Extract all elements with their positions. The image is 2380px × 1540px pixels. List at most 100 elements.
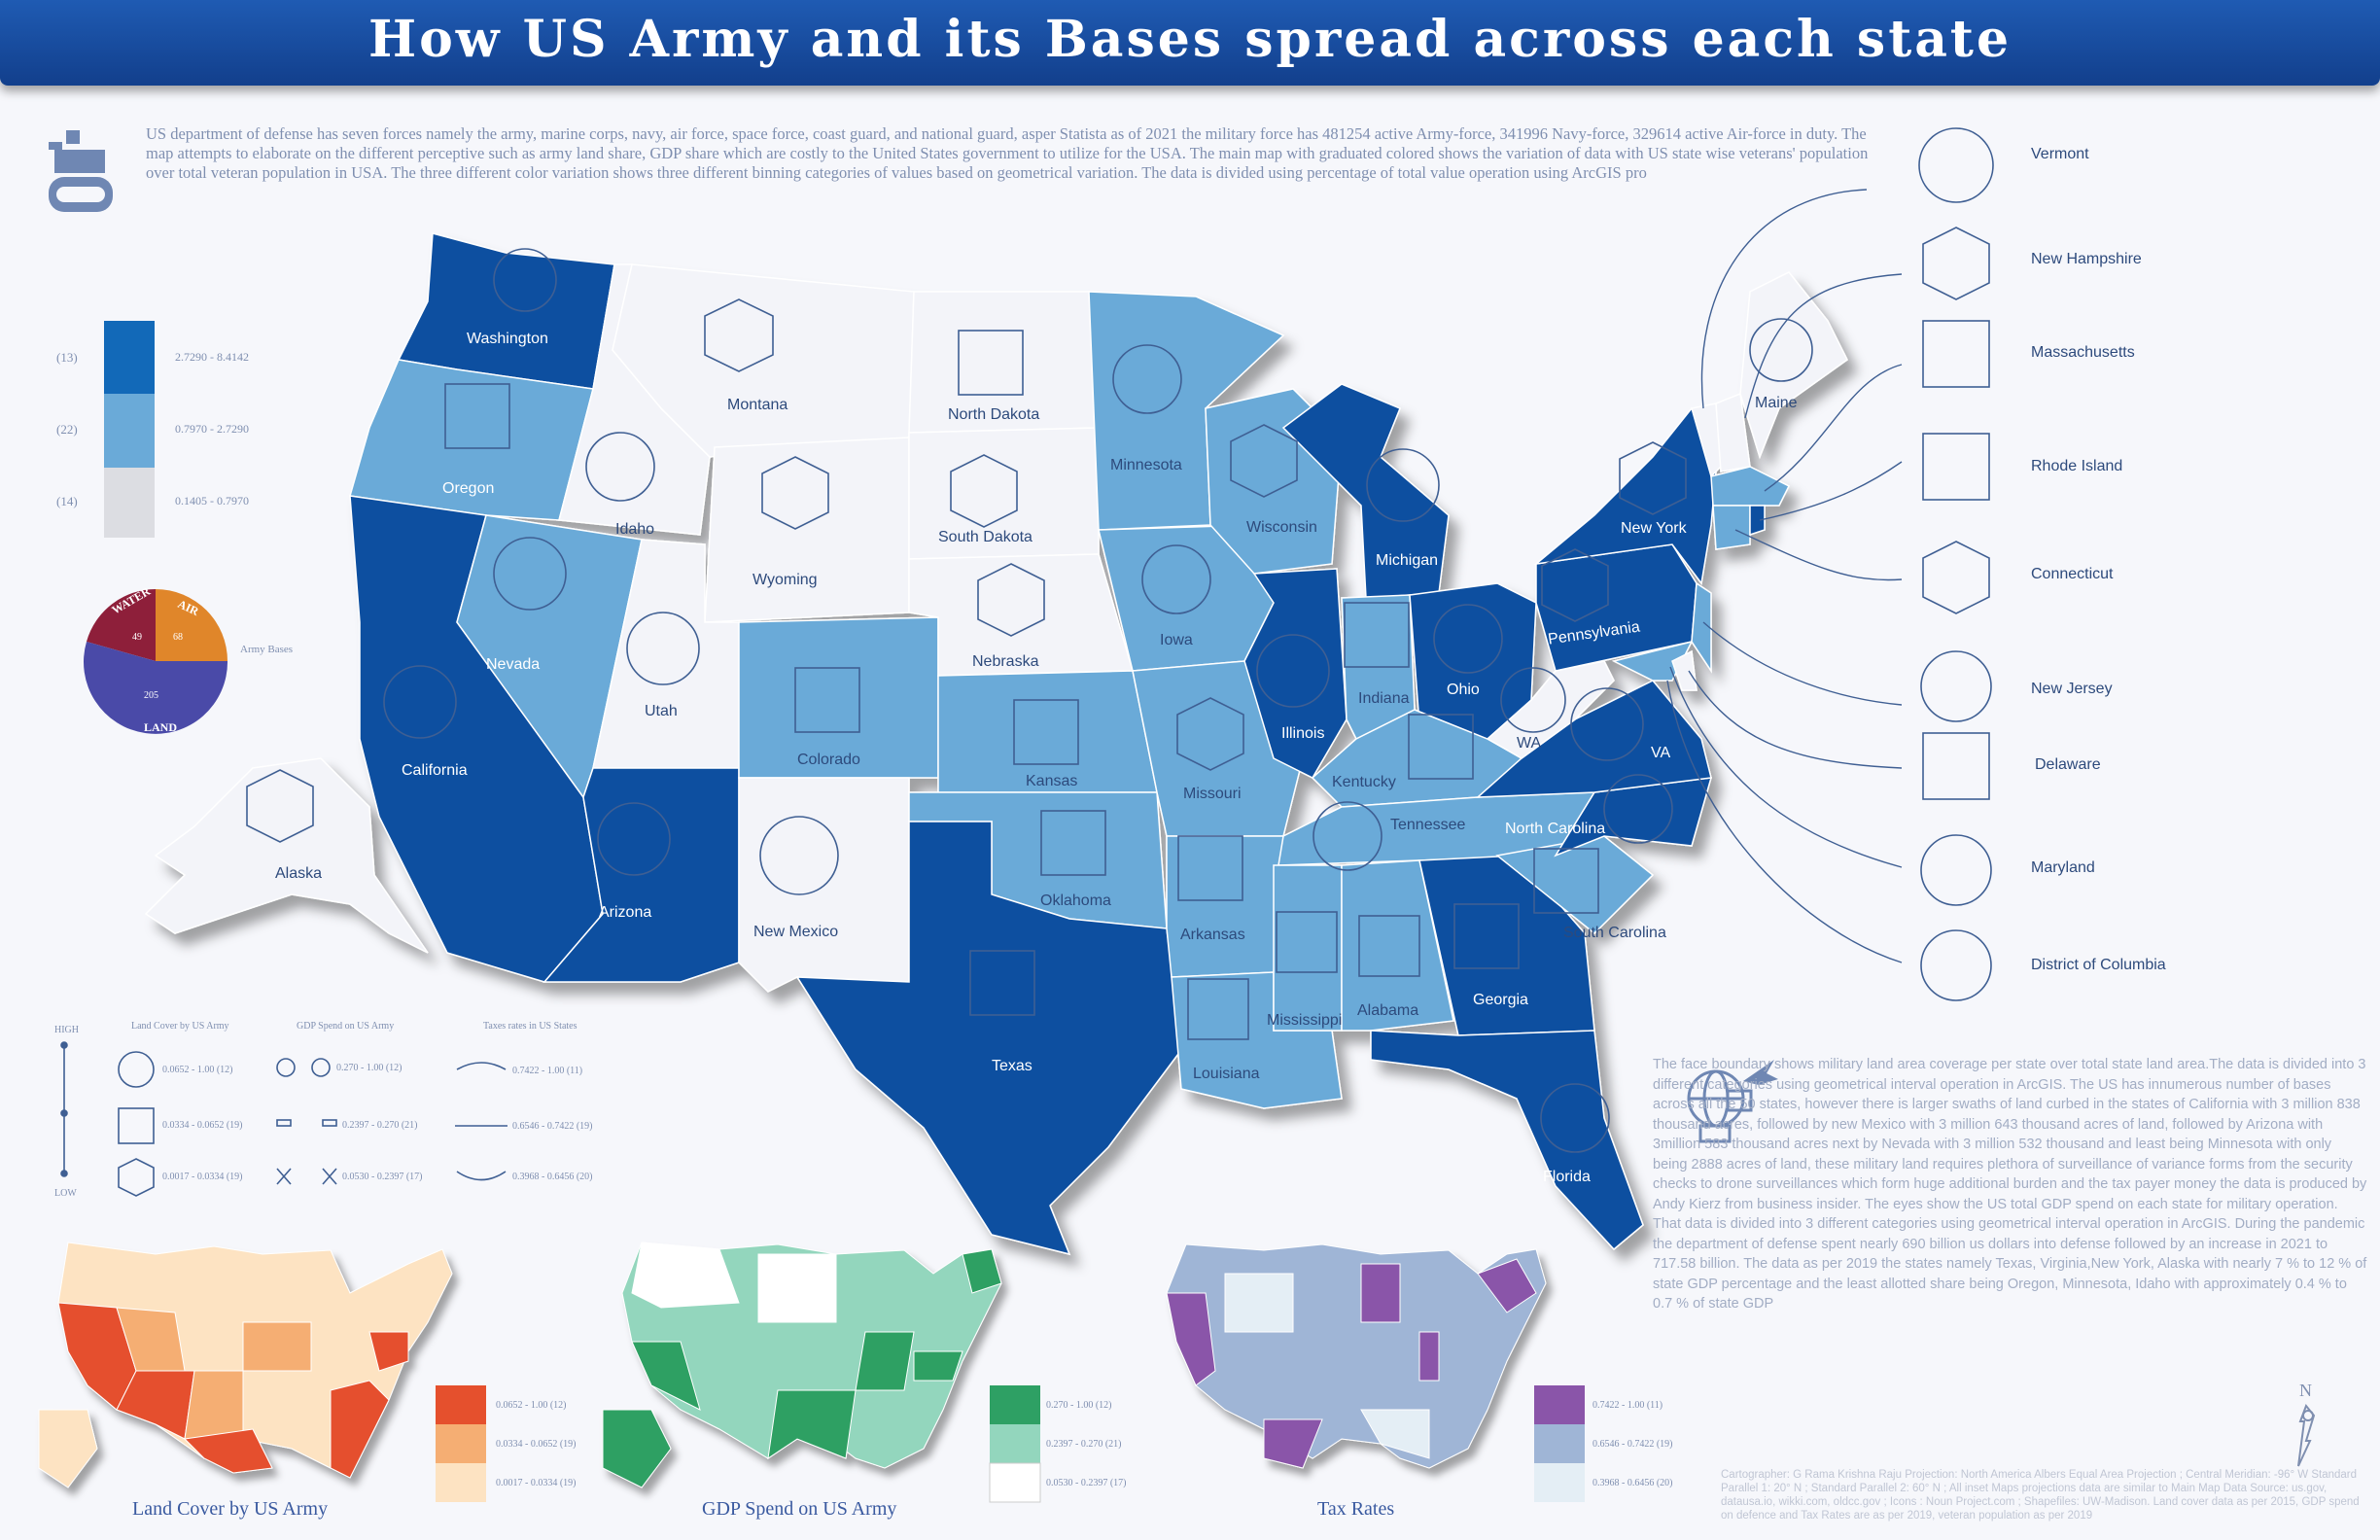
scale-dot <box>60 1170 68 1177</box>
state-label: Missouri <box>1183 786 1242 802</box>
face-tennessee <box>1312 801 1382 871</box>
state-minnesota <box>1088 291 1285 531</box>
state-label: Arizona <box>599 904 652 921</box>
state-west-virginia <box>1486 660 1615 759</box>
legend-col2-item: 0.0530 - 0.2397 (17) <box>342 1172 423 1182</box>
legend-eye-circle <box>311 1058 331 1077</box>
globe-airplane-icon <box>1687 1060 1778 1143</box>
side-face-label: Connecticut <box>2031 566 2114 582</box>
side-face-new-jersey <box>1920 650 1992 722</box>
state-label: Iowa <box>1160 632 1193 648</box>
side-face-label: New Jersey <box>2031 681 2113 697</box>
legend-col3-title: Taxes rates in US States <box>483 1021 578 1032</box>
legend-swatch-high <box>104 321 155 401</box>
minimap3-swatch <box>1534 1424 1585 1463</box>
face-montana <box>704 298 774 372</box>
state-label: Illinois <box>1281 725 1325 742</box>
pie-value-air: 68 <box>173 632 183 643</box>
face-missouri <box>1176 697 1244 771</box>
leader-line-dc <box>1666 680 1903 963</box>
state-label: Tennessee <box>1390 817 1466 833</box>
state-label: Utah <box>645 703 678 719</box>
legend-mouth-smile <box>456 1171 507 1181</box>
leader-line-vermont <box>1700 189 1868 409</box>
leader-line-new-jersey <box>1702 621 1903 706</box>
legend-col3-item: 0.7422 - 1.00 (11) <box>512 1066 583 1076</box>
state-wisconsin <box>1205 388 1343 575</box>
intro-text: US department of defense has seven force… <box>146 124 1869 182</box>
minimap1-swatch <box>436 1424 486 1463</box>
state-california <box>349 495 604 983</box>
state-label: Maine <box>1755 395 1798 411</box>
state-new-york <box>1533 407 1722 585</box>
leader-line-connecticut <box>1734 529 1903 581</box>
state-label: Washington <box>467 331 548 347</box>
face-arizona <box>597 802 671 876</box>
state-label: VA <box>1651 745 1671 761</box>
legend-swatch-low <box>104 468 155 538</box>
scale-dot <box>60 1041 68 1049</box>
face-virginia <box>1570 687 1644 761</box>
legend-col1-item: 0.0017 - 0.0334 (19) <box>162 1172 243 1182</box>
face-michigan <box>1366 448 1440 522</box>
face-maine <box>1749 318 1813 382</box>
legend-col3-item: 0.3968 - 0.6456 (20) <box>512 1172 593 1182</box>
minimap-legend-item: 0.6546 - 0.7422 (19) <box>1592 1439 1673 1450</box>
army-bases-pie: WATER AIR LAND 49 68 205 <box>84 584 228 734</box>
state-delaware <box>1671 649 1698 691</box>
face-oregon <box>444 383 510 449</box>
leader-lines <box>1666 189 1903 963</box>
side-face-maryland <box>1920 834 1992 906</box>
face-texas <box>969 950 1035 1016</box>
leader-line-delaware <box>1688 670 1903 769</box>
face-indiana <box>1344 602 1410 668</box>
face-louisiana <box>1187 978 1249 1040</box>
state-rhode-island <box>1749 505 1766 537</box>
face-utah <box>626 612 700 685</box>
minimap-legend-item: 0.270 - 1.00 (12) <box>1046 1400 1112 1411</box>
face-alabama <box>1358 915 1420 977</box>
title-banner: How US Army and its Bases spread across … <box>0 0 2380 86</box>
state-arkansas <box>1166 835 1284 978</box>
face-new-york <box>1619 441 1687 515</box>
face-washington <box>493 248 557 312</box>
state-label: Arkansas <box>1180 927 1245 943</box>
minimap-legend-item: 0.0334 - 0.0652 (19) <box>496 1439 577 1450</box>
state-label: Nevada <box>486 656 541 673</box>
state-label: Kentucky <box>1332 774 1396 790</box>
side-face-vermont <box>1918 127 1994 203</box>
state-wyoming <box>704 437 910 623</box>
state-label: Texas <box>992 1058 1032 1074</box>
leader-line-massachusetts <box>1764 364 1903 492</box>
face-idaho <box>585 432 655 502</box>
state-nevada <box>456 514 643 799</box>
state-connecticut <box>1712 505 1751 550</box>
state-label: Colorado <box>797 752 860 768</box>
face-georgia <box>1453 903 1520 969</box>
mini-maps <box>38 1242 1585 1503</box>
legend-eye-circle <box>276 1058 296 1077</box>
state-label: New Mexico <box>753 924 839 940</box>
state-label: Wyoming <box>752 572 818 588</box>
face-nevada <box>493 537 567 611</box>
face-north-carolina <box>1603 774 1673 844</box>
leader-line-rhode-island <box>1759 461 1903 521</box>
symbol-legend-graphics <box>60 1041 508 1197</box>
state-label: Florida <box>1543 1169 1591 1185</box>
state-label: Mississippi <box>1267 1012 1343 1029</box>
minimap-legend-item: 0.0652 - 1.00 (12) <box>496 1400 567 1411</box>
side-face-connecticut <box>1922 541 1990 614</box>
state-label: Montana <box>727 397 788 413</box>
side-face-dc <box>1920 929 1992 1001</box>
face-west-virginia <box>1500 667 1566 733</box>
legend-mouth-frown <box>456 1062 507 1070</box>
face-florida <box>1540 1083 1610 1153</box>
state-label: Oklahoma <box>1040 892 1111 909</box>
face-ohio <box>1433 604 1503 674</box>
side-face-rhode-island <box>1922 433 1990 501</box>
legend-eye-rect <box>276 1119 292 1127</box>
side-face-label: Vermont <box>2031 146 2089 162</box>
face-alaska <box>246 769 314 843</box>
minimap2-swatch <box>990 1385 1040 1424</box>
legend-count: (13) <box>56 350 78 365</box>
